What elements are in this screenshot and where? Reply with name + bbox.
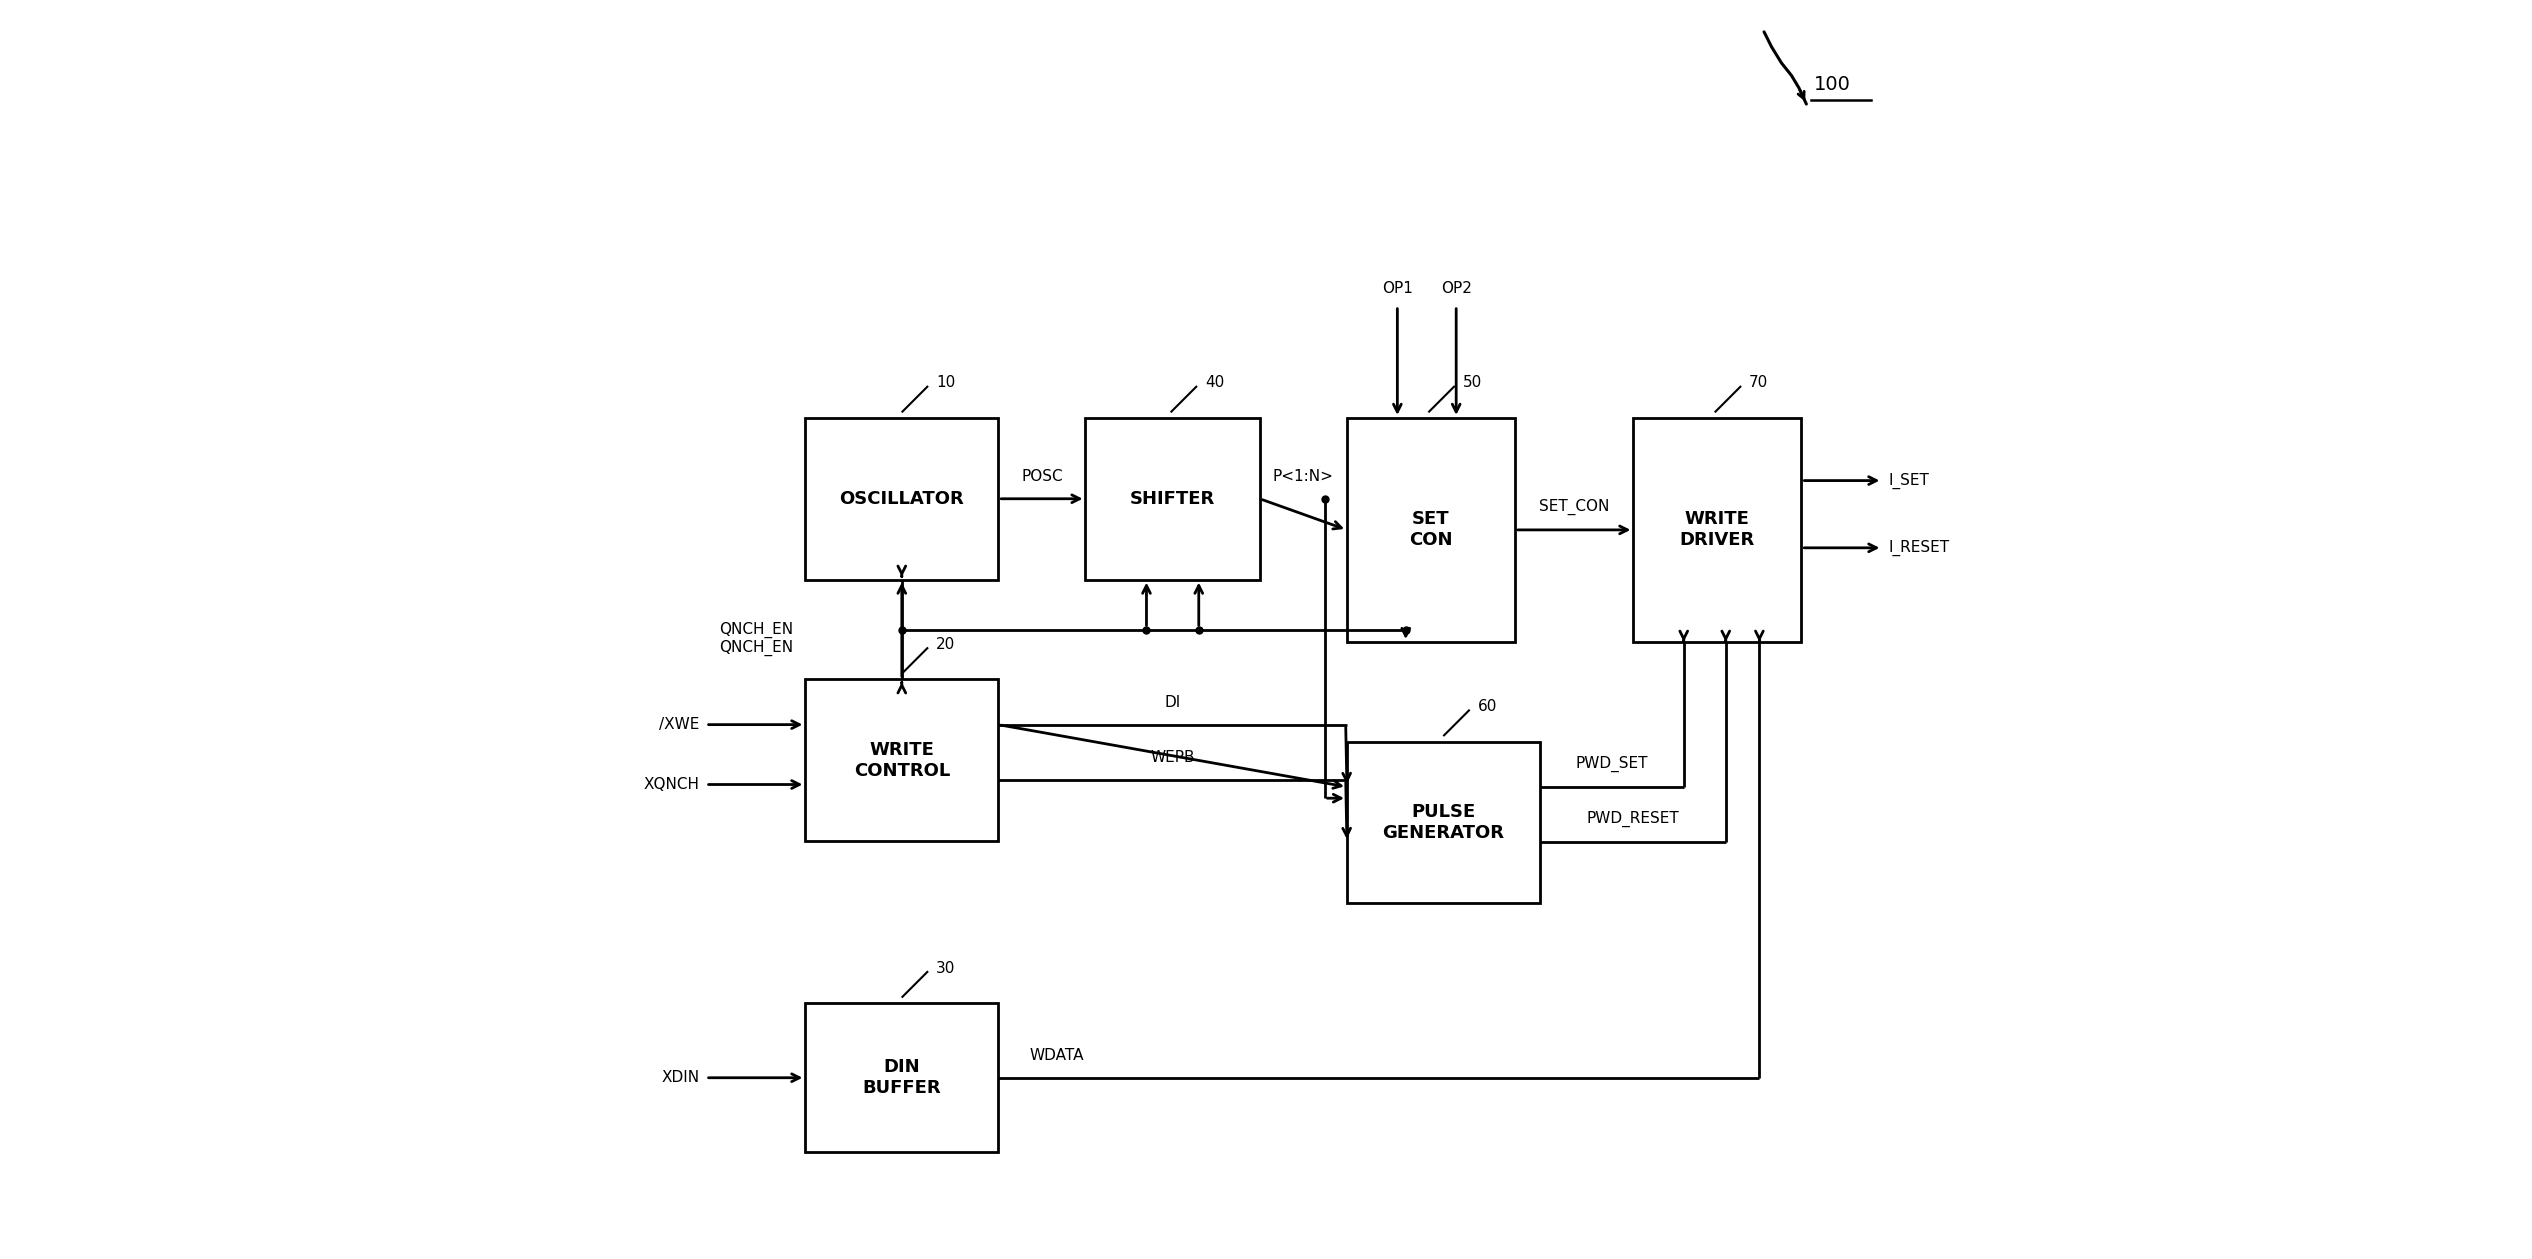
Text: OSCILLATOR: OSCILLATOR [841,490,965,507]
Text: WDATA: WDATA [1031,1047,1084,1063]
Text: SET
CON: SET CON [1410,510,1453,549]
Text: 100: 100 [1813,76,1851,94]
Text: 50: 50 [1463,375,1481,390]
Text: PWD_RESET: PWD_RESET [1588,811,1679,827]
Text: 10: 10 [937,375,955,390]
Text: SHIFTER: SHIFTER [1129,490,1215,507]
Bar [805,1003,998,1152]
Text: WEPB: WEPB [1150,749,1195,764]
Text: 20: 20 [937,637,955,652]
Text: OP2: OP2 [1441,281,1471,296]
Text: 60: 60 [1479,699,1496,714]
Text: 70: 70 [1750,375,1767,390]
Text: 30: 30 [937,961,955,976]
Text: WRITE
DRIVER: WRITE DRIVER [1679,510,1755,549]
Text: WRITE
CONTROL: WRITE CONTROL [853,740,950,779]
Text: OP1: OP1 [1382,281,1413,296]
Bar [805,418,998,579]
Text: PULSE
GENERATOR: PULSE GENERATOR [1382,803,1504,842]
Text: XQNCH: XQNCH [643,777,699,792]
Text: /XWE: /XWE [658,718,699,733]
Text: DI: DI [1165,695,1180,710]
Text: SET_CON: SET_CON [1539,499,1610,515]
Bar [1633,418,1800,642]
Text: DIN
BUFFER: DIN BUFFER [863,1059,942,1097]
Text: QNCH_EN: QNCH_EN [719,640,793,656]
Text: 40: 40 [1205,375,1225,390]
Text: XDIN: XDIN [661,1070,699,1085]
Text: P<1:N>: P<1:N> [1274,468,1334,483]
Bar [1086,418,1261,579]
Text: I_RESET: I_RESET [1889,540,1950,556]
Text: POSC: POSC [1020,468,1063,483]
Text: QNCH_EN: QNCH_EN [719,622,793,637]
Bar [1347,418,1514,642]
Bar [805,680,998,841]
Text: I_SET: I_SET [1889,472,1929,488]
Bar [1347,742,1539,904]
Text: PWD_SET: PWD_SET [1575,755,1648,772]
